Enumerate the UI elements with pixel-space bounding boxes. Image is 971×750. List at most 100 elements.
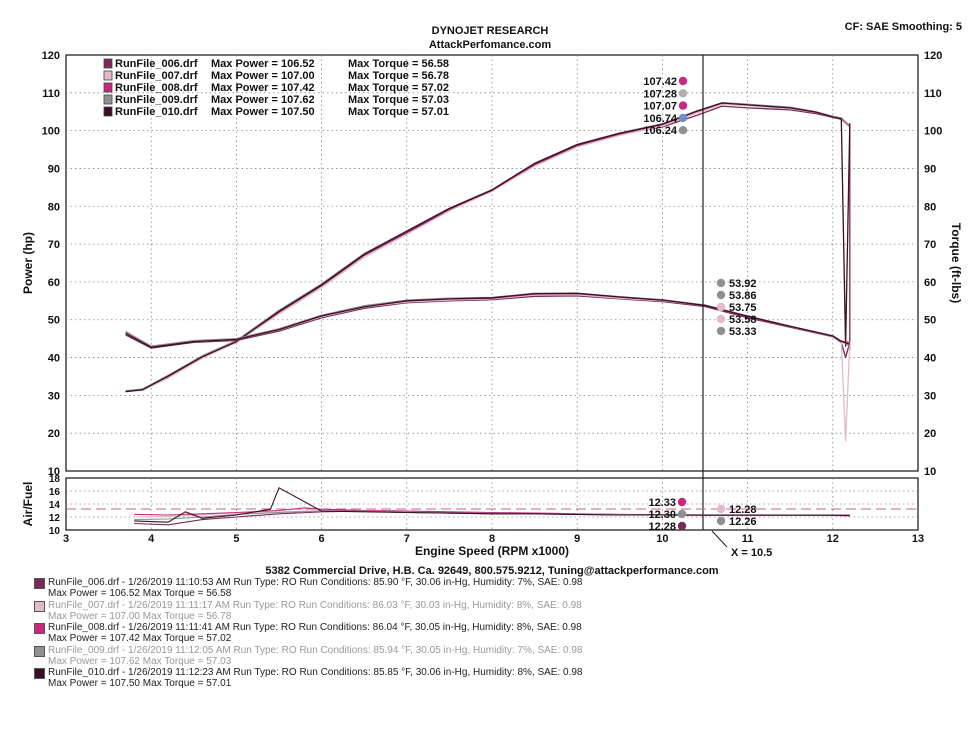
power-tick-label: 110 xyxy=(42,88,60,100)
rpm-tick-label: 7 xyxy=(404,533,410,545)
legend-max-torque: Max Torque = 57.01 xyxy=(348,106,449,118)
legend-max-torque: Max Torque = 56.78 xyxy=(348,70,449,82)
torque-readout-value: 53.86 xyxy=(729,290,757,302)
run-entry: RunFile_008.drf - 1/26/2019 11:11:41 AM … xyxy=(34,621,794,644)
shop-address: 5382 Commercial Drive, H.B. Ca. 92649, 8… xyxy=(265,565,718,577)
afr-readout-dot xyxy=(677,509,687,519)
afr-plot-frame xyxy=(65,477,919,531)
torque-tick-label: 10 xyxy=(924,466,936,478)
afr-tick-label: 12 xyxy=(49,513,61,524)
run-max-values: Max Power = 107.42 Max Torque = 57.02 xyxy=(48,633,232,644)
run-swatch xyxy=(34,578,45,589)
chart-subtitle: AttackPerfomance.com xyxy=(429,39,551,51)
run-swatch xyxy=(34,645,45,657)
power-axis-label: Power (hp) xyxy=(21,232,35,294)
rpm-tick-label: 13 xyxy=(912,533,924,545)
afr-readout-dot xyxy=(677,521,687,531)
rpm-tick-label: 11 xyxy=(742,533,754,545)
legend-swatch xyxy=(103,58,113,69)
power-readout-value: 107.28 xyxy=(643,88,677,100)
series-line xyxy=(125,102,851,392)
afr-readout-value: 12.33 xyxy=(648,497,676,509)
power-readout-dot xyxy=(678,101,688,110)
rpm-axis-ticks: 3 4 5 6 7 8 9 10 11 12 13 xyxy=(63,533,924,545)
torque-readout-value: 53.33 xyxy=(729,326,757,338)
power-tick-label: 120 xyxy=(42,50,60,62)
torque-readout-value: 53.92 xyxy=(729,278,757,290)
power-readout-dot xyxy=(678,126,688,135)
rpm-tick-label: 3 xyxy=(63,533,69,545)
rpm-tick-label: 12 xyxy=(827,533,839,545)
rpm-tick-label: 8 xyxy=(489,533,495,545)
main-grid xyxy=(66,55,918,471)
rpm-tick-label: 4 xyxy=(148,533,155,545)
legend-file: RunFile_007.drf xyxy=(115,70,198,82)
power-readout-dot xyxy=(678,76,688,86)
run-swatch xyxy=(34,668,45,679)
legend: RunFile_006.drf Max Power = 106.52 Max Tor… xyxy=(103,58,449,118)
rpm-axis-label: Engine Speed (RPM x1000) xyxy=(415,544,569,558)
run-max-values: Max Power = 107.00 Max Torque = 56.78 xyxy=(48,610,232,622)
torque-tick-label: 60 xyxy=(924,277,936,289)
legend-swatch xyxy=(103,82,113,93)
legend-file: RunFile_009.drf xyxy=(115,94,198,106)
afr-readout-dot xyxy=(677,497,687,507)
torque-readout-dot xyxy=(716,326,726,336)
afr-tick-label: 14 xyxy=(49,500,61,511)
afr-readout-value: 12.26 xyxy=(729,516,757,528)
run-entry: RunFile_010.drf - 1/26/2019 11:12:23 AM … xyxy=(34,666,794,689)
chart-settings: CF: SAE Smoothing: 5 xyxy=(845,21,962,33)
run-max-values: Max Power = 106.52 Max Torque = 56.58 xyxy=(48,588,232,599)
afr-series-layer xyxy=(134,487,850,526)
power-tick-label: 10 xyxy=(48,466,60,478)
run-details: RunFile_006.drf - 1/26/2019 11:10:53 AM … xyxy=(48,577,583,588)
torque-tick-label: 40 xyxy=(924,353,936,365)
series-line xyxy=(125,102,851,393)
torque-tick-label: 110 xyxy=(924,88,942,100)
series-line xyxy=(125,102,851,392)
torque-axis-label: Torque (ft-lbs) xyxy=(949,223,963,303)
legend-max-torque: Max Torque = 57.02 xyxy=(348,82,449,94)
rpm-tick-label: 6 xyxy=(319,533,325,545)
cursor-x-label: X = 10.5 xyxy=(731,547,772,559)
afr-tick-label: 16 xyxy=(49,487,61,498)
torque-readout-value: 53.58 xyxy=(729,314,757,326)
legend-swatch xyxy=(103,106,113,117)
afr-grid xyxy=(66,478,918,530)
legend-max-torque: Max Torque = 56.58 xyxy=(348,58,449,70)
legend-file: RunFile_008.drf xyxy=(115,82,198,94)
run-max-values: Max Power = 107.50 Max Torque = 57.01 xyxy=(48,678,232,689)
rpm-tick-label: 10 xyxy=(656,533,668,545)
power-tick-label: 90 xyxy=(48,163,60,175)
legend-max-power: Max Power = 107.00 xyxy=(211,70,315,82)
run-max-values: Max Power = 107.62 Max Torque = 57.03 xyxy=(48,655,232,667)
series-layer xyxy=(125,102,851,442)
legend-file: RunFile_010.drf xyxy=(115,106,198,118)
power-tick-label: 20 xyxy=(48,428,60,440)
torque-tick-label: 100 xyxy=(924,126,942,138)
power-axis-ticks: 120 110 100 90 80 70 60 50 40 30 20 10 xyxy=(42,50,60,478)
torque-readout-dot xyxy=(716,290,726,300)
legend-max-torque: Max Torque = 57.03 xyxy=(348,94,449,106)
run-swatch xyxy=(34,623,45,634)
legend-max-power: Max Power = 107.62 xyxy=(211,94,315,106)
torque-readout-dot xyxy=(716,278,726,288)
power-readout-value: 107.42 xyxy=(643,76,677,88)
torque-tick-label: 70 xyxy=(924,239,936,251)
legend-max-power: Max Power = 107.50 xyxy=(211,106,315,118)
afr-readout-dot xyxy=(716,504,726,514)
power-readout-dot xyxy=(678,89,688,98)
series-line xyxy=(125,105,851,393)
run-swatch xyxy=(34,600,45,612)
torque-tick-label: 30 xyxy=(924,390,936,402)
torque-tick-label: 120 xyxy=(924,50,942,62)
power-tick-label: 30 xyxy=(48,390,60,402)
torque-readout-dot xyxy=(716,314,726,324)
legend-max-power: Max Power = 106.52 xyxy=(211,58,315,70)
power-tick-label: 80 xyxy=(48,201,60,213)
run-details: RunFile_007.drf - 1/26/2019 11:11:17 AM … xyxy=(48,599,582,611)
afr-readout-value: 12.28 xyxy=(729,504,757,516)
